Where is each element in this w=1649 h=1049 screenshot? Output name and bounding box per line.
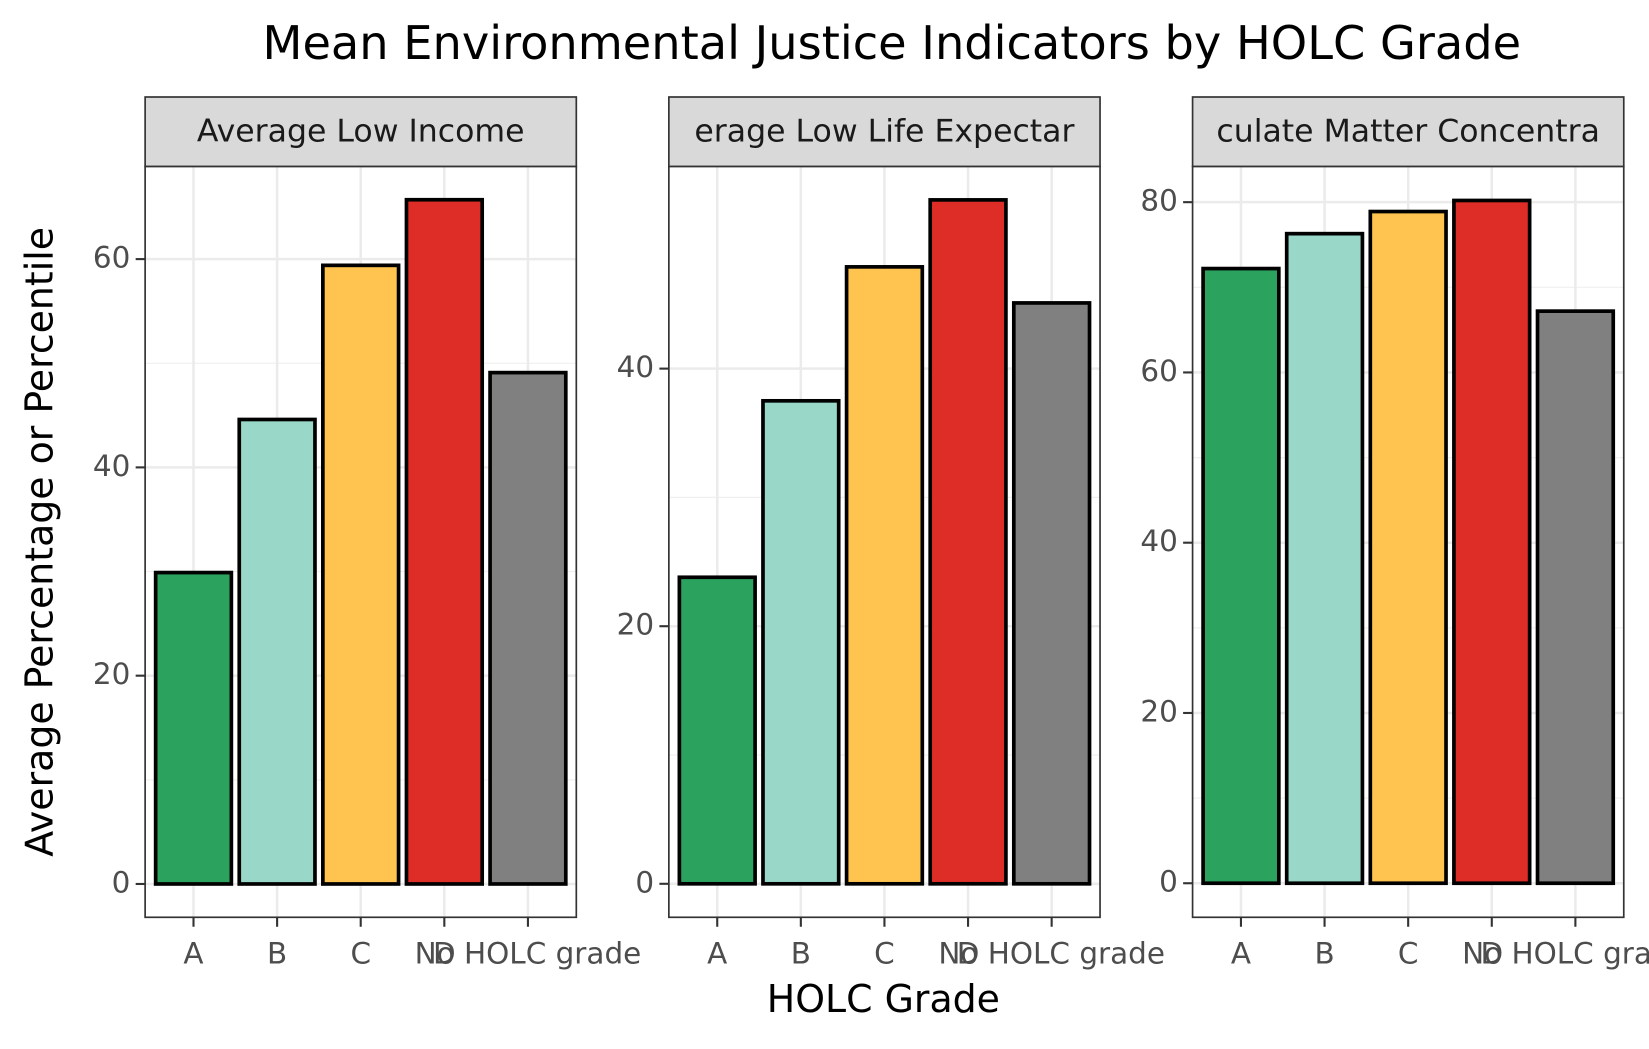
y-tick-label: 0 [1159, 865, 1178, 899]
bar [928, 198, 1008, 886]
bar [237, 417, 317, 886]
bar [1201, 266, 1281, 886]
strip [668, 96, 1101, 168]
y-tick-label: 20 [1140, 694, 1177, 728]
x-tick-label: A [707, 937, 727, 971]
y-tick-label: 20 [93, 657, 130, 691]
x-tick-label: A [183, 937, 203, 971]
x-tick-label: No HOLC grade [938, 937, 1165, 971]
x-tick-label: C [1398, 937, 1419, 971]
y-tick-label: 0 [112, 865, 131, 899]
strip-title: Average Low Income [197, 114, 525, 150]
strip-title: erage Low Life Expectar [694, 114, 1074, 150]
y-tick-label: 80 [1140, 184, 1177, 218]
x-tick-label: No HOLC grade [415, 937, 642, 971]
y-tick-label: 0 [635, 865, 654, 899]
bar [321, 263, 401, 886]
x-tick-label: B [791, 937, 811, 971]
x-tick-label: D [1480, 937, 1503, 971]
bar [1284, 231, 1365, 886]
bar [1535, 309, 1616, 886]
y-axis-label: Average Percentage or Percentile [18, 227, 62, 857]
bar [1452, 198, 1532, 886]
bar [404, 197, 485, 886]
bar [488, 370, 568, 886]
y-tick-label: 40 [617, 350, 654, 384]
x-tick-label: C [350, 937, 371, 971]
strip [144, 96, 578, 168]
x-tick-label: C [874, 937, 895, 971]
strip-title: culate Matter Concentra [1216, 114, 1600, 150]
x-axis-label: HOLC Grade [767, 977, 1000, 1021]
y-tick-label: 20 [617, 608, 654, 642]
bar [677, 575, 757, 886]
x-tick-label: B [267, 937, 287, 971]
y-tick-label: 60 [1140, 354, 1177, 388]
strip [1191, 96, 1625, 168]
x-tick-label: No HOLC grade [1462, 937, 1649, 971]
bar [761, 398, 841, 886]
bar [153, 570, 234, 886]
chart-title: Mean Environmental Justice Indicators by… [263, 16, 1522, 70]
bar [1368, 209, 1448, 886]
y-tick-label: 60 [93, 241, 130, 275]
x-tick-label: D [433, 937, 456, 971]
x-tick-label: A [1231, 937, 1251, 971]
x-tick-label: B [1314, 937, 1334, 971]
y-tick-label: 40 [93, 449, 130, 483]
bar [1011, 301, 1092, 886]
y-tick-label: 40 [1140, 524, 1177, 558]
x-tick-label: D [957, 937, 980, 971]
bar [844, 265, 925, 886]
